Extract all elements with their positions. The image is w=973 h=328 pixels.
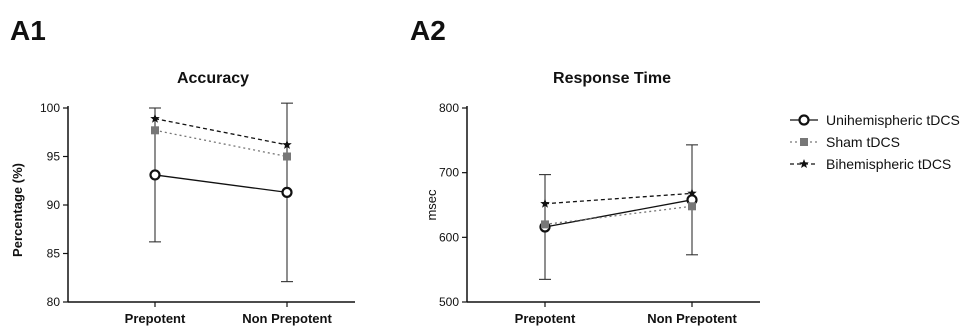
x-tick-label-response-time: Non Prepotent: [647, 311, 737, 326]
panel-label-a2: A2: [410, 15, 446, 46]
data-point-bihemispheric-tdcs-response-time: [687, 188, 697, 198]
data-point-sham-tdcs-accuracy: [151, 126, 159, 135]
data-point-bihemispheric-tdcs-accuracy: [150, 113, 160, 123]
y-tick-label-response-time: 800: [439, 101, 459, 115]
legend-marker-unihemispheric-tdcs: [798, 114, 810, 126]
data-point-unihemispheric-tdcs-accuracy: [281, 186, 293, 198]
series-line-sham-tdcs-response-time: [544, 205, 693, 226]
series-line-unihemispheric-tdcs-response-time: [544, 199, 693, 228]
legend-marker-sham-tdcs: [800, 138, 808, 146]
series-line-bihemispheric-tdcs-accuracy: [154, 118, 288, 146]
y-tick-label-accuracy: 85: [47, 247, 61, 261]
data-point-unihemispheric-tdcs-accuracy: [149, 169, 161, 181]
series-line-unihemispheric-tdcs-accuracy: [154, 174, 288, 194]
x-tick-label-accuracy: Prepotent: [125, 311, 186, 326]
legend-marker-bihemispheric-tdcs: [799, 159, 809, 169]
y-tick-label-response-time: 700: [439, 166, 459, 180]
data-point-sham-tdcs-response-time: [688, 202, 696, 211]
data-point-bihemispheric-tdcs-response-time: [540, 198, 550, 208]
x-tick-label-response-time: Prepotent: [515, 311, 576, 326]
legend-label-sham-tdcs: Sham tDCS: [826, 134, 900, 150]
y-tick-label-accuracy: 95: [47, 150, 61, 164]
y-tick-label-response-time: 500: [439, 295, 459, 309]
data-point-sham-tdcs-accuracy: [283, 152, 291, 161]
y-axis-label-accuracy: Percentage (%): [10, 163, 25, 257]
legend-label-bihemispheric-tdcs: Bihemispheric tDCS: [826, 156, 951, 172]
y-tick-label-accuracy: 90: [47, 198, 61, 212]
response-time-chart: 500 600 700 800 Prepotent Non Prepotent: [439, 101, 760, 326]
x-tick-label-accuracy: Non Prepotent: [242, 311, 332, 326]
legend-label-unihemispheric-tdcs: Unihemispheric tDCS: [826, 112, 960, 128]
y-tick-label-response-time: 600: [439, 230, 459, 244]
series-line-sham-tdcs-accuracy: [154, 129, 288, 158]
y-tick-label-accuracy: 100: [40, 101, 60, 115]
data-point-sham-tdcs-response-time: [541, 220, 549, 229]
accuracy-chart: 80 85 90 95 100 Prepotent Non Prepotent: [40, 101, 355, 326]
data-point-bihemispheric-tdcs-accuracy: [282, 139, 292, 149]
y-axis-label-response-time: msec: [424, 189, 439, 221]
series-line-bihemispheric-tdcs-response-time: [544, 192, 693, 205]
panel-label-a1: A1: [10, 15, 46, 46]
y-tick-label-accuracy: 80: [47, 295, 61, 309]
chart-title-response-time: Response Time: [553, 70, 671, 87]
chart-title-accuracy: Accuracy: [177, 70, 249, 87]
legend: Unihemispheric tDCS Sham tDCS Bihemispheri…: [790, 112, 960, 172]
